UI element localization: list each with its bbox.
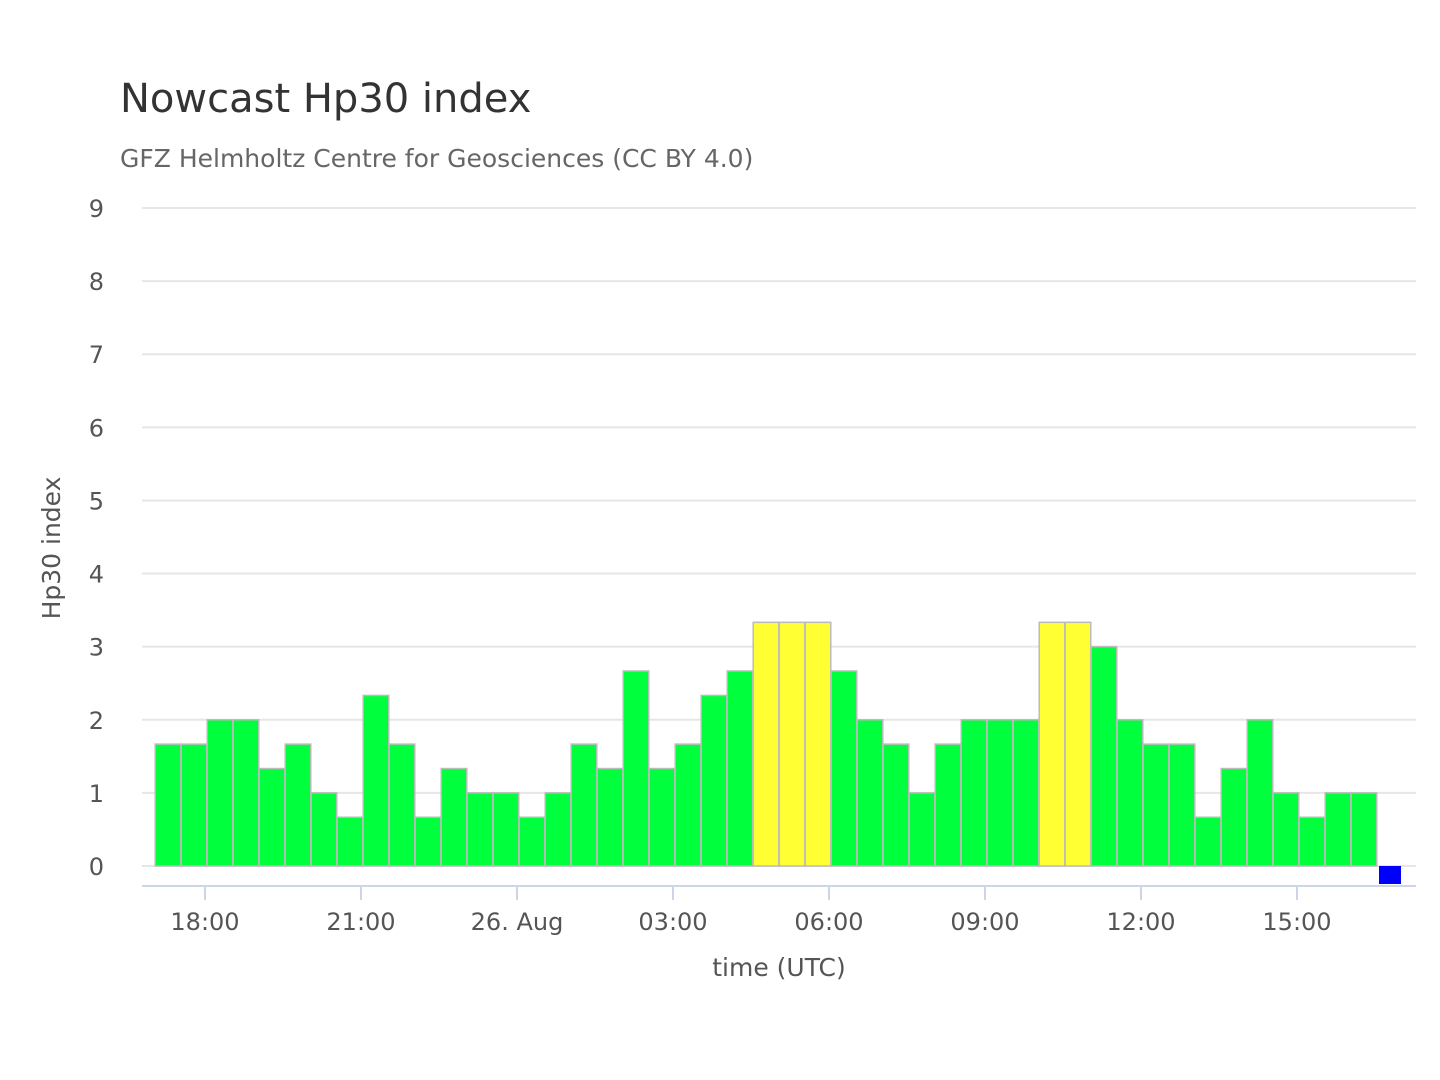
bar — [440, 767, 468, 867]
bar — [700, 694, 728, 867]
bar — [986, 719, 1014, 867]
bar — [1324, 792, 1352, 867]
bar — [232, 719, 260, 867]
bar — [934, 743, 962, 867]
bar — [362, 694, 390, 867]
bar — [1038, 621, 1066, 867]
x-axis-title: time (UTC) — [712, 953, 846, 982]
y-tick-label: 9 — [89, 195, 104, 223]
bar — [1116, 719, 1144, 867]
bar — [154, 743, 182, 867]
y-axis-title: Hp30 index — [37, 477, 66, 620]
x-tick-label: 18:00 — [170, 908, 239, 936]
bar — [388, 743, 416, 867]
x-tick-label: 26. Aug — [471, 908, 564, 936]
bar — [674, 743, 702, 867]
bar — [856, 719, 884, 867]
bar — [518, 816, 546, 867]
bar — [1298, 816, 1326, 867]
bar — [882, 743, 910, 867]
x-tick-label: 06:00 — [794, 908, 863, 936]
y-tick-label: 7 — [89, 341, 104, 369]
bar — [1090, 645, 1118, 867]
bar — [570, 743, 598, 867]
y-axis-ticks: 0 1 2 3 4 5 6 7 8 9 — [89, 195, 104, 881]
x-tick-label: 09:00 — [950, 908, 1019, 936]
bar — [726, 670, 754, 867]
bar — [466, 792, 494, 867]
bar — [1012, 719, 1040, 867]
bars — [154, 621, 1401, 884]
bar — [1246, 719, 1274, 867]
bar — [622, 670, 650, 867]
y-tick-label: 0 — [89, 853, 104, 881]
bar — [960, 719, 988, 867]
bar — [1168, 743, 1196, 867]
y-tick-label: 2 — [89, 707, 104, 735]
bar — [1220, 767, 1248, 867]
bar — [778, 621, 806, 867]
bar — [1064, 621, 1092, 867]
x-axis-ticks: 18:00 21:00 26. Aug 03:00 06:00 09:00 12:00 15:… — [170, 886, 1332, 936]
x-tick-label: 21:00 — [326, 908, 395, 936]
bar — [1272, 792, 1300, 867]
bar — [908, 792, 936, 867]
bar — [284, 743, 312, 867]
bar — [336, 816, 364, 867]
bar — [830, 670, 858, 867]
bar — [648, 767, 676, 867]
y-tick-label: 8 — [89, 268, 104, 296]
bar — [180, 743, 208, 867]
y-tick-label: 3 — [89, 634, 104, 662]
y-tick-label: 5 — [89, 487, 104, 515]
x-tick-label: 12:00 — [1106, 908, 1175, 936]
bar — [310, 792, 338, 867]
bar — [596, 767, 624, 867]
chart-subtitle: GFZ Helmholtz Centre for Geosciences (CC… — [120, 144, 754, 173]
x-tick-label: 15:00 — [1262, 908, 1331, 936]
bar — [1350, 792, 1378, 867]
bar — [206, 719, 234, 867]
y-tick-label: 1 — [89, 780, 104, 808]
y-tick-label: 4 — [89, 561, 104, 589]
chart-title: Nowcast Hp30 index — [120, 76, 532, 122]
bar — [544, 792, 572, 867]
bar — [492, 792, 520, 867]
x-tick-label: 03:00 — [638, 908, 707, 936]
bar — [258, 767, 286, 867]
bar — [414, 816, 442, 867]
bar — [804, 621, 832, 867]
y-tick-label: 6 — [89, 414, 104, 442]
bar — [1142, 743, 1170, 867]
bar-latest — [1379, 866, 1401, 884]
bar — [1194, 816, 1222, 867]
bar — [752, 621, 780, 867]
